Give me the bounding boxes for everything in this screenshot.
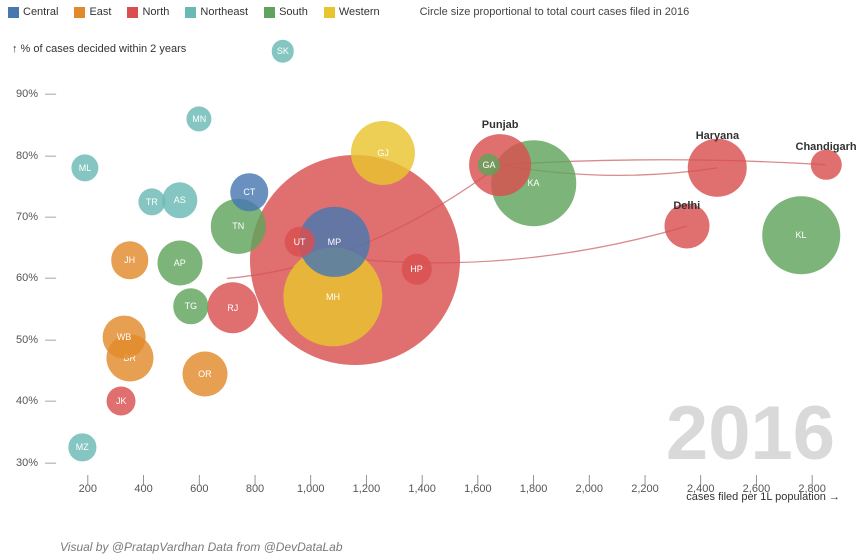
legend-item[interactable]: Western xyxy=(324,6,380,18)
y-tick: 90% — xyxy=(16,88,56,100)
bubble-kl[interactable] xyxy=(762,197,840,275)
legend-note: Circle size proportional to total court … xyxy=(420,6,690,18)
plot-region: ↑ % of cases decided within 2 years 2016… xyxy=(60,45,840,475)
bubble-wb[interactable] xyxy=(103,315,146,358)
bubble-delhi[interactable] xyxy=(664,204,709,249)
bubble-or[interactable] xyxy=(182,351,227,396)
y-tick: 40% — xyxy=(16,395,56,407)
bubble-rj[interactable] xyxy=(207,282,259,334)
bubble-ap[interactable] xyxy=(157,241,202,286)
y-tick: 50% — xyxy=(16,334,56,346)
legend-label: Western xyxy=(339,6,380,18)
bubble-ut[interactable] xyxy=(284,226,315,257)
legend-item[interactable]: North xyxy=(127,6,169,18)
x-tick: |1,400 xyxy=(408,477,436,495)
legend-swatch xyxy=(74,7,85,18)
legend-item[interactable]: Northeast xyxy=(185,6,248,18)
x-tick: |2,800 xyxy=(798,477,826,495)
legend-label: Central xyxy=(23,6,58,18)
x-tick: |2,600 xyxy=(743,477,771,495)
year-watermark: 2016 xyxy=(666,390,835,477)
legend-item[interactable]: East xyxy=(74,6,111,18)
x-tick: |1,800 xyxy=(520,477,548,495)
bubble-ml[interactable] xyxy=(71,154,98,181)
legend-swatch xyxy=(324,7,335,18)
footer-credit: Visual by @PratapVardhan Data from @DevD… xyxy=(60,540,343,554)
x-tick: |400 xyxy=(134,477,152,495)
x-tick: |800 xyxy=(246,477,264,495)
legend-item[interactable]: Central xyxy=(8,6,58,18)
bubble-mn[interactable] xyxy=(187,106,212,131)
bubble-gj[interactable] xyxy=(351,120,415,184)
legend: Central East North Northeast South Western Cir… xyxy=(0,0,862,24)
bubble-ext-label: Punjab xyxy=(482,119,519,131)
x-tick: |2,400 xyxy=(687,477,715,495)
y-tick: 30% — xyxy=(16,457,56,469)
bubble-jk[interactable] xyxy=(107,387,136,416)
bubble-ct[interactable] xyxy=(231,174,269,212)
y-tick: 60% — xyxy=(16,272,56,284)
legend-item[interactable]: South xyxy=(264,6,308,18)
legend-label: North xyxy=(142,6,169,18)
legend-swatch xyxy=(8,7,19,18)
x-tick: |2,200 xyxy=(631,477,659,495)
legend-swatch xyxy=(185,7,196,18)
y-tick: 80% — xyxy=(16,150,56,162)
x-tick: |2,000 xyxy=(576,477,604,495)
y-axis-title: ↑ % of cases decided within 2 years xyxy=(12,43,186,55)
legend-label: East xyxy=(89,6,111,18)
legend-label: Northeast xyxy=(200,6,248,18)
bubble-as[interactable] xyxy=(162,183,197,218)
x-tick: |200 xyxy=(79,477,97,495)
x-tick: |1,200 xyxy=(353,477,381,495)
bubble-tr[interactable] xyxy=(138,188,165,215)
x-tick: |1,600 xyxy=(464,477,492,495)
legend-swatch xyxy=(264,7,275,18)
bubble-chandigarh[interactable] xyxy=(811,150,842,181)
legend-swatch xyxy=(127,7,138,18)
bubble-sk[interactable] xyxy=(272,40,294,62)
chart-area: ↑ % of cases decided within 2 years 2016… xyxy=(60,30,840,510)
x-tick: |600 xyxy=(190,477,208,495)
bubble-jh[interactable] xyxy=(111,241,149,279)
y-tick: 70% — xyxy=(16,211,56,223)
legend-label: South xyxy=(279,6,308,18)
bubble-tg[interactable] xyxy=(173,288,208,323)
bubble-mz[interactable] xyxy=(69,434,96,461)
bubble-haryana[interactable] xyxy=(688,139,747,198)
x-tick: |1,000 xyxy=(297,477,325,495)
bubble-hp[interactable] xyxy=(401,254,432,285)
